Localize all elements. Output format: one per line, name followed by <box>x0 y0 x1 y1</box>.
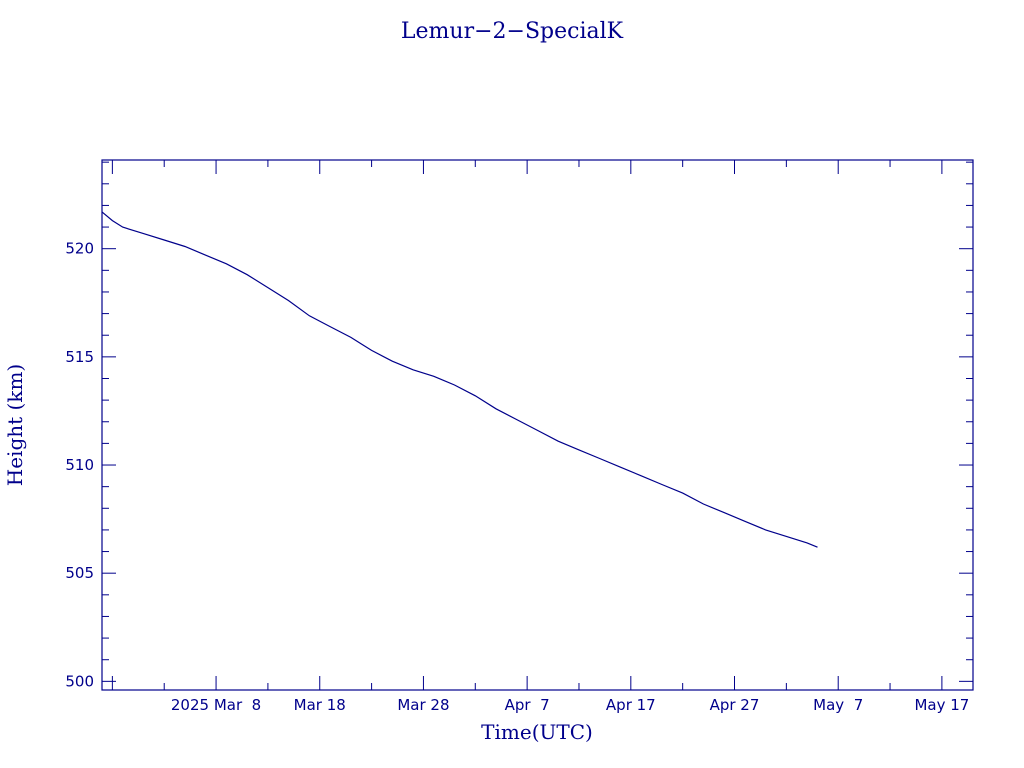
x-tick-labels: 2025 Mar 8 Mar 18 Mar 28 Apr 7 Apr 17 Apr 27 M… <box>171 696 969 714</box>
x-tick-label: Mar 28 <box>397 696 449 714</box>
y-axis-label: Height (km) <box>3 364 27 486</box>
tick-marks <box>102 160 973 690</box>
plot-frame <box>101 159 974 691</box>
series-line <box>101 211 818 548</box>
x-tick-label: May 7 <box>813 696 863 714</box>
x-tick-label: May 17 <box>914 696 969 714</box>
x-tick-label: Apr 27 <box>710 696 760 714</box>
y-tick-label: 500 <box>65 672 94 690</box>
x-tick-label: Mar 18 <box>294 696 346 714</box>
x-tick-label: 2025 Mar 8 <box>171 696 261 714</box>
y-tick-label: 510 <box>65 456 94 474</box>
chart-title: Lemur−2−SpecialK <box>401 19 624 44</box>
x-tick-label: Apr 17 <box>606 696 656 714</box>
x-tick-label: Apr 7 <box>505 696 550 714</box>
y-tick-label: 515 <box>65 348 94 366</box>
x-axis-label: Time(UTC) <box>481 720 593 744</box>
y-tick-label: 505 <box>65 564 94 582</box>
y-tick-label: 520 <box>65 240 94 258</box>
y-tick-labels: 500 505 510 515 520 <box>65 240 94 691</box>
